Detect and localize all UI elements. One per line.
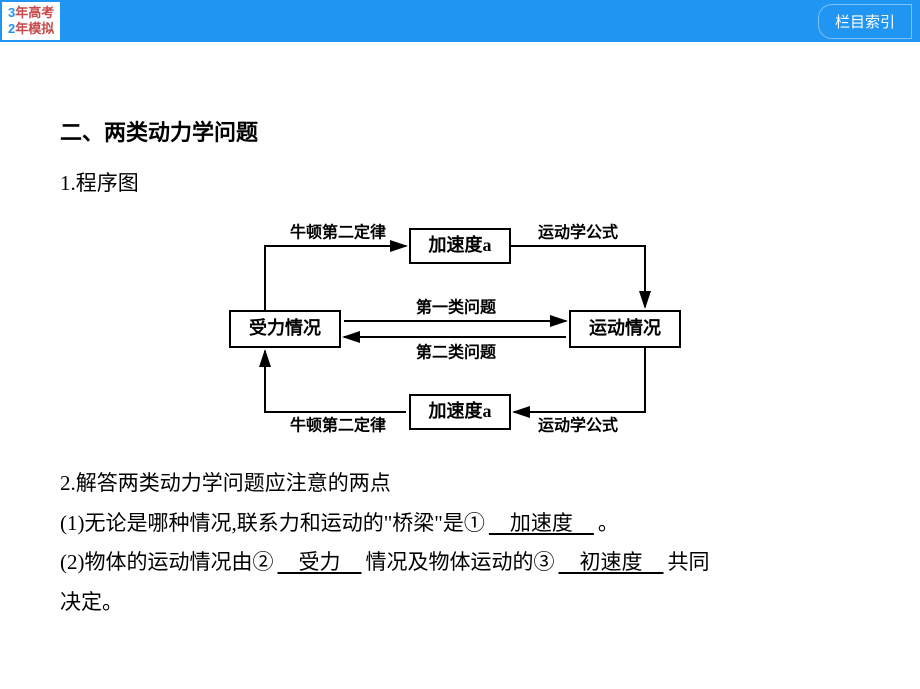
edge-kin-bot-label: 运动学公式 xyxy=(538,415,618,434)
edge-kin-top-label: 运动学公式 xyxy=(538,222,618,241)
item-1: 1.程序图 xyxy=(60,164,860,204)
edge-bot-left xyxy=(265,351,406,412)
point1-post: 。 xyxy=(598,511,619,535)
edge-newton-bot-label: 牛顿第二定律 xyxy=(290,415,386,434)
point-1: (1)无论是哪种情况,联系力和运动的"桥梁"是① 加速度 。 xyxy=(60,504,860,544)
node-force-label: 受力情况 xyxy=(249,317,321,338)
content-area: 二、两类动力学问题 1.程序图 加速度a 加速度a 受力情况 运动情况 牛顿第二… xyxy=(0,42,920,623)
logo-line1: 3年高考 xyxy=(8,5,54,21)
point2-blank1: 受力 xyxy=(274,550,366,574)
node-accel-top-label: 加速度a xyxy=(428,234,492,255)
flowchart-svg: 加速度a 加速度a 受力情况 运动情况 牛顿第二定律 运动学公式 运动学公式 牛… xyxy=(210,214,710,444)
point2-post: 共同 xyxy=(668,550,710,574)
logo-box: 3年高考 2年模拟 xyxy=(2,2,60,40)
item-2: 2.解答两类动力学问题应注意的两点 xyxy=(60,464,860,504)
point1-blank: 加速度 xyxy=(485,511,598,535)
node-accel-bot-label: 加速度a xyxy=(428,400,492,421)
point2-pre: (2)物体的运动情况由② xyxy=(60,550,274,574)
point-2-line2: 决定。 xyxy=(60,583,860,623)
logo-txt-1: 年高考 xyxy=(15,5,54,20)
edge-type2-label: 第二类问题 xyxy=(416,342,497,361)
logo-txt-2: 年模拟 xyxy=(15,21,54,36)
point2-blank2: 初速度 xyxy=(555,550,668,574)
edge-top-left xyxy=(265,246,406,311)
edge-newton-top-label: 牛顿第二定律 xyxy=(290,222,386,241)
node-motion-label: 运动情况 xyxy=(589,318,661,338)
section-title: 二、两类动力学问题 xyxy=(60,112,860,154)
edge-bot-right xyxy=(514,347,645,412)
edge-top-right xyxy=(510,246,645,307)
logo-line2: 2年模拟 xyxy=(8,21,54,37)
point2-mid: 情况及物体运动的③ xyxy=(366,550,555,574)
index-button[interactable]: 栏目索引 xyxy=(818,4,912,39)
point1-pre: (1)无论是哪种情况,联系力和运动的"桥梁"是① xyxy=(60,511,485,535)
point-2: (2)物体的运动情况由② 受力 情况及物体运动的③ 初速度 共同 xyxy=(60,543,860,583)
edge-type1-label: 第一类问题 xyxy=(416,297,497,316)
header-bar: 3年高考 2年模拟 栏目索引 xyxy=(0,0,920,42)
flowchart: 加速度a 加速度a 受力情况 运动情况 牛顿第二定律 运动学公式 运动学公式 牛… xyxy=(60,214,860,444)
